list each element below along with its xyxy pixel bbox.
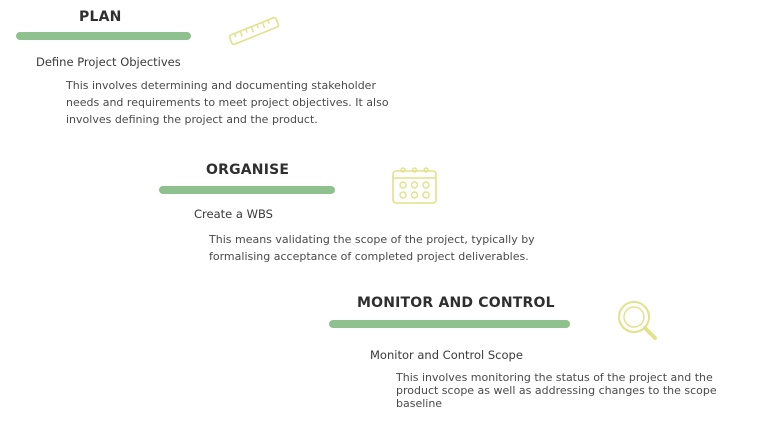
stage-description: This involves determining and documentin… [66,77,426,128]
description-line: product scope as well as addressing chan… [396,384,717,397]
description-line: This involves determining and documentin… [66,79,376,92]
stage-title: MONITOR AND CONTROL [357,295,555,311]
stage-description: This involves monitoring the status of t… [396,371,746,410]
description-line: This means validating the scope of the p… [209,233,535,246]
description-line: involves defining the project and the pr… [66,113,318,126]
stage-subtitle: Create a WBS [194,207,273,221]
stage-title: ORGANISE [206,162,290,178]
stage-bar [159,186,335,194]
description-line: baseline [396,397,443,410]
description-line: This involves monitoring the status of t… [396,371,713,384]
description-line: needs and requirements to meet project o… [66,96,389,109]
stage-subtitle: Define Project Objectives [36,55,181,69]
ruler-icon [226,14,282,48]
stage-description: This means validating the scope of the p… [209,231,579,265]
stage-title: PLAN [79,9,122,25]
stage-subtitle: Monitor and Control Scope [370,348,523,362]
calendar-icon [391,166,439,206]
stage-bar [329,320,570,328]
description-line: formalising acceptance of completed proj… [209,250,529,263]
stage-bar [16,32,191,40]
magnifier-icon [614,298,662,344]
